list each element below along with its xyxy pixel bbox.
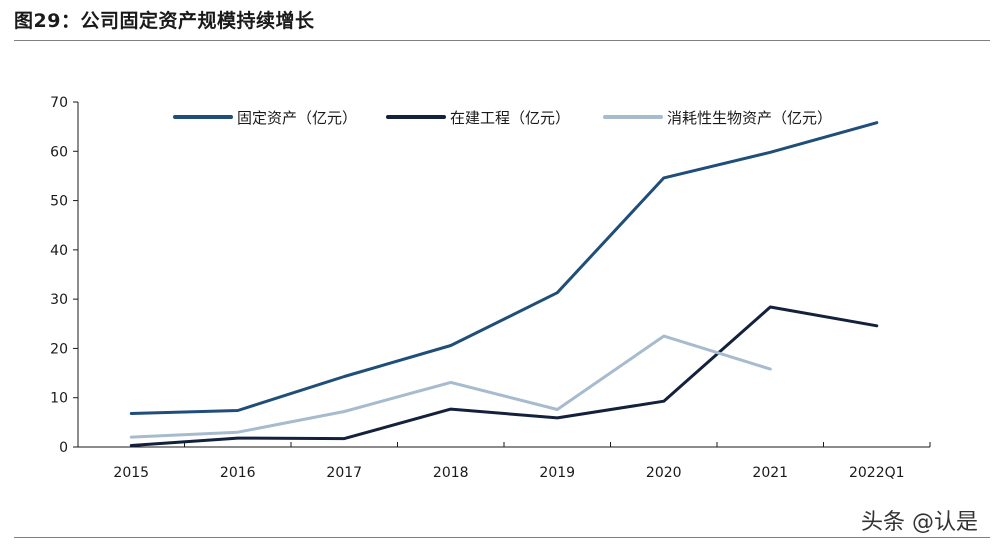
y-tick-label: 40 bbox=[50, 243, 68, 259]
x-tick-label: 2018 bbox=[433, 465, 469, 481]
watermark-text: 头条 @认是 bbox=[861, 510, 978, 535]
x-tick-label: 2020 bbox=[646, 465, 682, 481]
chart-title: 图29：公司固定资产规模持续增长 bbox=[14, 10, 315, 32]
x-tick-label: 2016 bbox=[220, 465, 256, 481]
axes: 0 10 20 30 40 50 60 70 2015 2016 2017 2018 2019 2020 2… bbox=[50, 95, 931, 481]
x-tick-label: 2019 bbox=[539, 465, 575, 481]
series-line-1 bbox=[129, 121, 879, 415]
series-line-2 bbox=[129, 305, 879, 447]
y-tick-label: 30 bbox=[50, 292, 68, 308]
x-tick-label: 2015 bbox=[113, 465, 149, 481]
x-tick-label: 2021 bbox=[752, 465, 788, 481]
y-tick-label: 70 bbox=[50, 95, 68, 111]
y-tick-label: 0 bbox=[59, 440, 68, 456]
y-tick-label: 20 bbox=[50, 341, 68, 357]
legend-label-1: 固定资产（亿元） bbox=[237, 109, 357, 127]
series-layer bbox=[129, 121, 879, 447]
y-tick-label: 60 bbox=[50, 144, 68, 160]
bottom-divider bbox=[14, 537, 990, 538]
y-tick-label: 50 bbox=[50, 194, 68, 210]
legend-label-3: 消耗性生物资产（亿元） bbox=[667, 109, 832, 127]
x-tick-label: 2022Q1 bbox=[849, 465, 905, 481]
x-tick-label: 2017 bbox=[326, 465, 362, 481]
series-line-3 bbox=[129, 334, 772, 439]
legend: 固定资产（亿元） 在建工程（亿元） 消耗性生物资产（亿元） bbox=[173, 109, 832, 127]
y-tick-label: 10 bbox=[50, 391, 68, 407]
legend-label-2: 在建工程（亿元） bbox=[450, 109, 570, 127]
top-divider bbox=[14, 40, 990, 41]
